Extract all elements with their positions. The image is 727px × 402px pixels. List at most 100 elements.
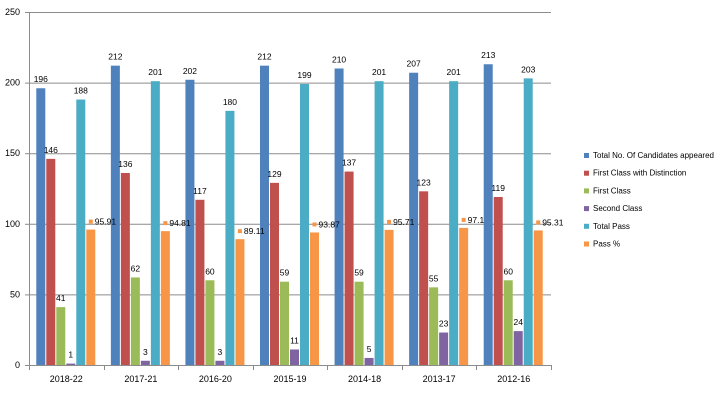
data-label-marker <box>536 220 541 225</box>
data-label: 93.87 <box>319 219 341 229</box>
x-tick-label: 2012-16 <box>497 374 530 384</box>
bar <box>409 72 419 365</box>
data-label: 123 <box>417 177 431 187</box>
legend-entry: First Class with Distinction <box>593 169 686 178</box>
bar <box>110 65 120 365</box>
data-label: 202 <box>183 66 197 76</box>
bar <box>344 171 354 365</box>
bar <box>160 231 170 365</box>
y-tick-label: 250 <box>5 7 20 17</box>
data-label: 59 <box>280 268 290 278</box>
y-tick-label: 0 <box>15 360 20 370</box>
data-label-marker <box>387 219 392 224</box>
bar <box>270 182 279 365</box>
bar <box>533 230 543 365</box>
bars <box>36 64 543 366</box>
data-label: 62 <box>131 263 141 273</box>
data-label: 23 <box>439 319 449 329</box>
bar <box>439 332 449 365</box>
data-label: 213 <box>481 50 495 60</box>
legend-entry: First Class <box>593 186 631 195</box>
data-label: 59 <box>354 268 364 278</box>
bar <box>334 68 344 365</box>
legend-swatch <box>584 241 589 247</box>
data-label: 180 <box>223 97 237 107</box>
x-tick-label: 2014-18 <box>348 374 381 384</box>
data-label-marker <box>88 219 93 224</box>
bar <box>384 229 394 365</box>
bar <box>205 280 215 365</box>
bar <box>86 229 96 365</box>
data-labels: 196 146 41 1 188 95.91 212 136 62 3 201 94.81 202 117… <box>34 50 564 359</box>
bar <box>354 281 364 365</box>
data-label: 95.31 <box>542 217 564 227</box>
y-tick-label: 150 <box>5 148 20 158</box>
legend-swatch <box>584 223 589 229</box>
legend-entry: Total No. Of Candidates appeared <box>593 151 714 160</box>
data-label: 203 <box>521 64 535 74</box>
data-label: 117 <box>193 186 207 196</box>
bar <box>449 81 459 366</box>
x-tick-label: 2015-19 <box>273 374 306 384</box>
legend: Total No. Of Candidates appeared First Cl… <box>584 151 714 249</box>
bar <box>195 199 205 365</box>
legend-swatch <box>584 188 589 194</box>
data-label: 41 <box>56 293 66 303</box>
data-label-marker <box>163 221 168 226</box>
data-label-marker <box>312 222 317 227</box>
data-label: 60 <box>503 266 513 276</box>
data-label: 97.1 <box>468 215 485 225</box>
bar <box>130 277 140 365</box>
bar <box>56 307 66 365</box>
bar <box>235 239 245 365</box>
legend-swatch <box>584 206 589 212</box>
bar <box>120 172 130 365</box>
data-label: 11 <box>290 335 299 345</box>
x-tick-label: 2016-20 <box>199 374 232 384</box>
data-label: 119 <box>491 183 505 193</box>
data-label: 199 <box>297 70 311 80</box>
data-label: 136 <box>118 159 132 169</box>
x-tick-label: 2017-21 <box>124 374 157 384</box>
data-label: 212 <box>108 52 122 62</box>
data-label: 129 <box>267 169 281 179</box>
bar <box>374 81 384 366</box>
data-label: 196 <box>34 74 48 84</box>
data-label: 95.91 <box>95 217 117 227</box>
bar <box>523 78 533 365</box>
bar <box>493 196 503 365</box>
bar <box>459 227 469 365</box>
bar <box>513 331 523 365</box>
data-label-marker <box>237 229 242 234</box>
legend-entry: Total Pass <box>593 222 630 231</box>
bar <box>46 158 56 365</box>
y-tick-label: 50 <box>10 289 20 299</box>
data-label: 201 <box>447 67 461 77</box>
bar <box>429 287 439 365</box>
data-label: 188 <box>74 86 88 96</box>
data-label: 212 <box>257 52 271 62</box>
bar <box>300 84 309 366</box>
bar <box>185 79 195 365</box>
data-label: 94.81 <box>169 218 191 228</box>
data-label: 3 <box>218 347 223 357</box>
bar <box>310 232 319 365</box>
legend-swatch <box>584 153 589 158</box>
bar <box>419 191 429 365</box>
bar <box>225 110 235 365</box>
x-tick-label: 2013-17 <box>423 374 456 384</box>
bar <box>364 357 374 365</box>
bar <box>140 360 150 365</box>
data-label: 95.71 <box>393 217 415 227</box>
bar <box>290 349 299 365</box>
data-label: 207 <box>407 59 421 69</box>
bar <box>280 281 289 365</box>
bar <box>36 88 46 366</box>
bar <box>215 360 225 365</box>
data-label: 3 <box>143 347 148 357</box>
legend-entry: Second Class <box>593 204 642 213</box>
data-label: 55 <box>429 273 439 283</box>
y-tick-label: 100 <box>5 219 20 229</box>
